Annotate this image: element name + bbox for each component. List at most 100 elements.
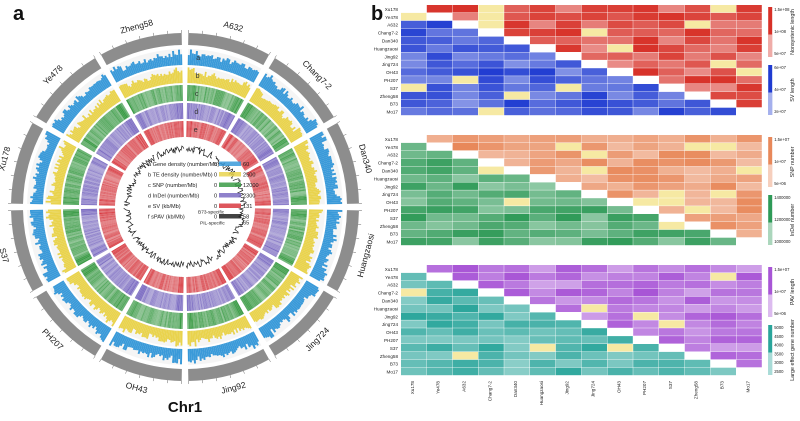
sv-track-bin — [246, 166, 262, 175]
snp-track-bin — [74, 252, 90, 261]
chromosome-segment — [100, 33, 182, 66]
gene-density-track-bar — [45, 130, 61, 140]
gene-density-track-bar — [96, 81, 105, 92]
heatmap-cell — [710, 344, 736, 352]
sv-track-bin — [238, 151, 252, 163]
te-density-track-bar — [260, 100, 269, 110]
gene-density-track-bar — [323, 234, 334, 239]
sv-track-bin — [180, 121, 182, 138]
indel-track-bin — [82, 187, 99, 192]
snp-track-bin — [181, 312, 183, 329]
snp-track-bin — [211, 309, 217, 326]
heatmap-row-label: Jing724 — [382, 322, 399, 327]
indel-track-bin — [232, 280, 243, 295]
indel-track-bin — [247, 133, 260, 146]
heatmap-cell — [633, 336, 659, 344]
te-density-track-bar — [275, 117, 283, 124]
heatmap-cell — [684, 221, 711, 230]
heatmap-cell — [607, 60, 633, 68]
te-density-track-bar — [251, 90, 262, 104]
snp-track-bin — [65, 227, 82, 233]
indel-track-bin — [89, 241, 105, 249]
gene-density-track-bar — [53, 284, 68, 295]
sv-track-bin — [241, 247, 256, 258]
heatmap-cell — [736, 206, 762, 214]
heatmap-cell — [478, 328, 504, 336]
genome-label: Zheng58 — [119, 17, 154, 35]
te-density-track-bar — [288, 131, 302, 141]
sv-track-bin — [203, 123, 209, 140]
sv-track-bin — [143, 131, 152, 146]
sv-track-bin — [240, 155, 255, 166]
indel-track-bin — [119, 275, 131, 289]
gene-density-track-bar — [116, 334, 125, 348]
heatmap-cell — [452, 296, 478, 305]
te-density-track-bar — [266, 299, 274, 306]
sv-track-bin — [147, 129, 156, 145]
genome-label: OH43 — [125, 380, 149, 395]
sv-track-bin — [190, 121, 194, 138]
te-density-track-bar — [147, 80, 152, 89]
track-letter: e — [194, 127, 198, 134]
gene-density-track-bar — [317, 152, 330, 159]
indel-track-bin — [177, 294, 180, 311]
heatmap-row-label: S37 — [390, 216, 399, 221]
heatmap-cell — [659, 36, 685, 45]
heatmap-cell — [710, 206, 736, 214]
colorbar-tick: 3500 — [774, 351, 784, 356]
pav-line — [156, 256, 185, 268]
snp-track-bin — [126, 99, 135, 115]
gene-density-track-bar — [31, 200, 44, 203]
gene-density-track-bar — [53, 283, 67, 293]
gene-density-track-bar — [180, 54, 183, 66]
snp-track-bin — [200, 86, 205, 103]
indel-track-bin — [88, 167, 104, 175]
heatmap-cell — [581, 190, 607, 198]
snp-track-bin — [64, 225, 81, 230]
indel-track-bin — [262, 157, 278, 167]
indel-track-bin — [270, 225, 287, 231]
indel-track-bin — [263, 160, 279, 169]
heatmap-cell — [530, 351, 556, 360]
sv-track-bin — [252, 184, 269, 190]
indel-track-bin — [269, 229, 286, 236]
indel-track-bin — [84, 230, 101, 237]
sv-track-bin — [205, 273, 212, 290]
heatmap-cell — [684, 76, 711, 84]
legend-swatch — [219, 214, 241, 219]
scale-tick — [138, 35, 141, 39]
sv-track-bin — [157, 125, 164, 141]
te-density-track-bar — [136, 79, 143, 92]
indel-track-bin — [236, 123, 248, 137]
snp-track-bin — [251, 112, 264, 126]
snp-track-bin — [103, 285, 115, 299]
snp-track-bin — [77, 257, 93, 266]
heatmap-cell — [504, 150, 530, 159]
heatmap-cell — [607, 52, 633, 60]
snp-track-bin — [286, 170, 302, 177]
sv-track-bin — [253, 220, 270, 225]
snp-track-bin — [71, 160, 87, 169]
heatmap-cell — [710, 84, 736, 92]
sv-track-bin — [173, 276, 177, 293]
colorbar-title: SNP number — [790, 146, 796, 177]
snp-track-bin — [285, 169, 302, 176]
heatmap-row-label: Xu178 — [385, 7, 399, 12]
te-density-track-bar — [288, 273, 300, 282]
heatmap-cell — [401, 12, 427, 21]
gene-density-track-bar — [321, 243, 333, 249]
heatmap-cell — [504, 166, 530, 175]
snp-track-bin — [165, 86, 170, 103]
heatmap-cell — [736, 150, 762, 159]
te-density-track-bar — [105, 94, 115, 107]
heatmap-cell — [736, 84, 762, 92]
indel-track-bin — [156, 106, 163, 123]
heatmap-cell — [710, 142, 736, 151]
indel-track-bin — [81, 193, 98, 197]
te-density-track-bar — [258, 98, 266, 108]
heatmap-cell — [659, 44, 685, 52]
te-density-track-bar — [307, 184, 316, 188]
te-density-track-bar — [198, 73, 202, 84]
gene-density-track-bar — [273, 88, 281, 97]
te-density-track-bar — [165, 74, 169, 85]
